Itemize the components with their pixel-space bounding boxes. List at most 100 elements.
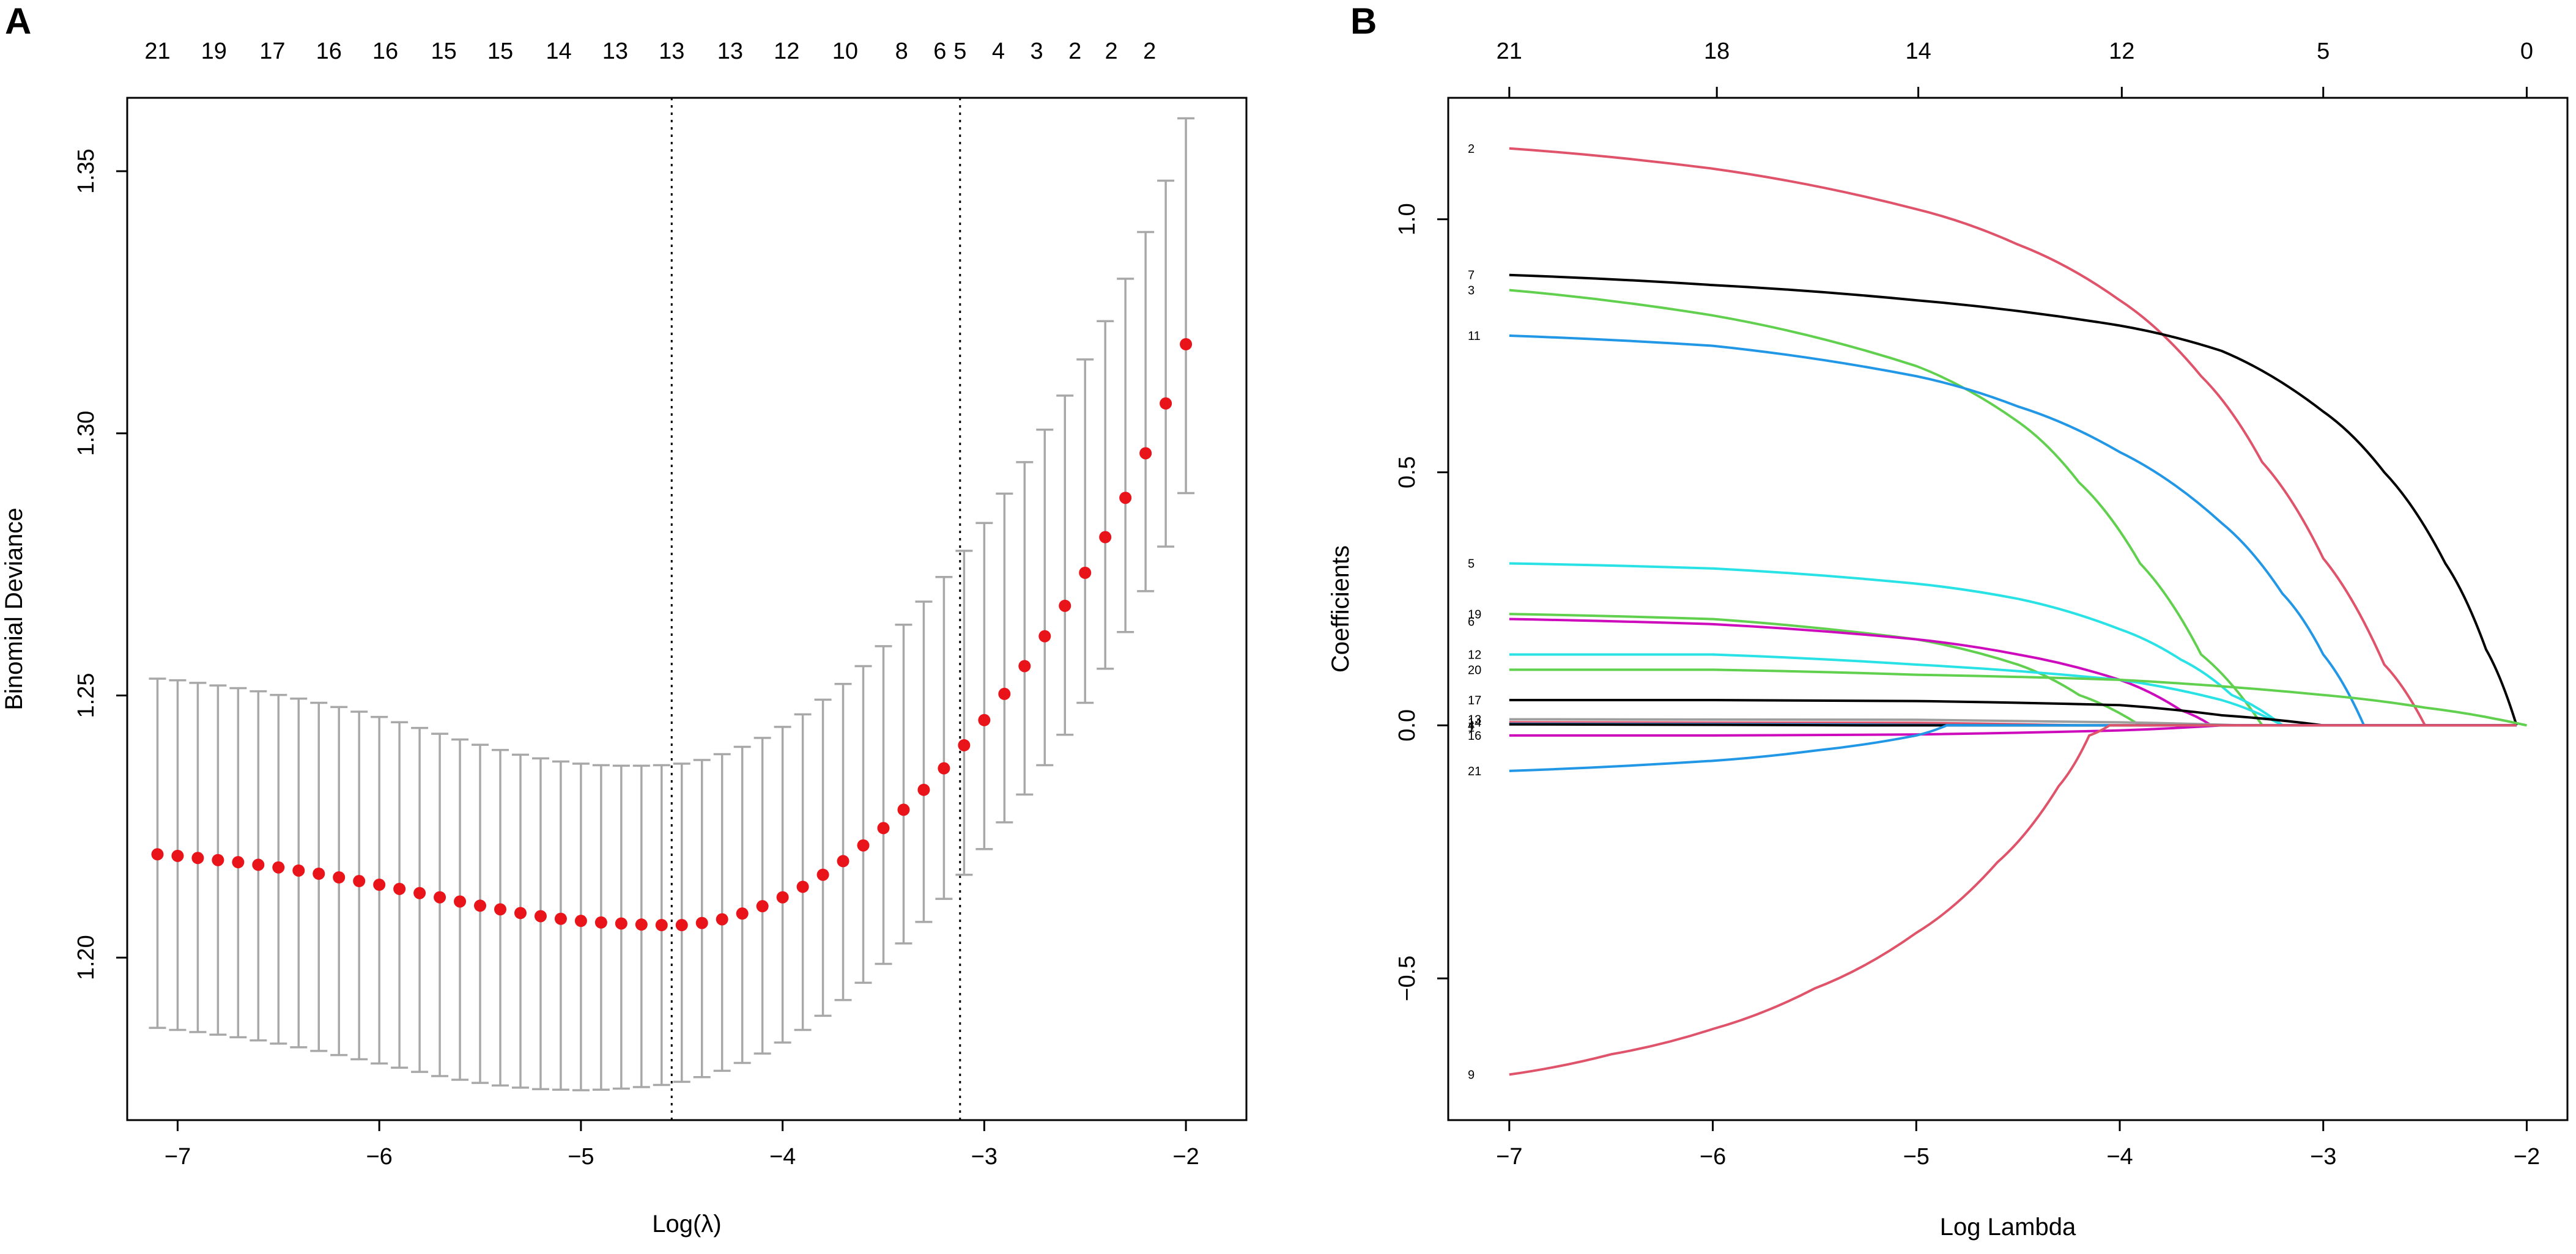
panel-a-point — [877, 822, 890, 835]
panel-a-top-count-label: 13 — [717, 39, 743, 64]
panel-a-top-count-label: 4 — [992, 39, 1005, 64]
panel-a-top-count-label: 8 — [895, 39, 908, 64]
panel-b-variable-label: 9 — [1468, 1069, 1475, 1082]
panel-b-y-tick-label: 0.0 — [1394, 709, 1420, 742]
panel-b-coef-path-12 — [1509, 653, 2517, 727]
panel-a-top-count-label: 14 — [546, 39, 571, 64]
panel-b-coef-path-16 — [1509, 724, 2517, 737]
panel-b-letter: B — [1350, 1, 1377, 42]
panel-b-variable-label: 17 — [1468, 694, 1481, 707]
panel-a-points — [151, 337, 1193, 932]
panel-a-point — [736, 907, 749, 920]
panel-a-point — [1018, 660, 1031, 673]
panel-a-point — [413, 887, 426, 899]
panel-b-y-axis: −0.5 0.0 0.5 1.0 — [1394, 203, 1448, 1001]
panel-a-top-count-label: 2 — [1143, 39, 1156, 64]
panel-a-top-count-label: 21 — [144, 39, 170, 64]
panel-a-top-count-label: 2 — [1105, 39, 1118, 64]
panel-a-point — [978, 714, 991, 726]
panel-a-x-tick-label: −6 — [366, 1144, 392, 1170]
panel-b-x-tick-label: −3 — [2310, 1144, 2336, 1170]
panel-a-point — [716, 913, 728, 926]
panel-a-y-axis: 1.20 1.25 1.30 1.35 — [73, 149, 127, 980]
panel-a-point — [1099, 531, 1112, 544]
panel-a-top-count-label: 13 — [659, 39, 684, 64]
panel-a-plot-frame — [126, 97, 1248, 1121]
panel-b-variable-label: 20 — [1468, 663, 1481, 677]
panel-b-coef-path-6 — [1509, 618, 2517, 727]
panel-a-point — [434, 891, 446, 904]
panel-b-x-tick-label: −4 — [2106, 1144, 2133, 1170]
panel-a-point — [695, 917, 708, 929]
panel-a-point — [373, 879, 386, 891]
panel-b-x-axis: −7 −6 −5 −4 −3 −2 — [1496, 1120, 2540, 1170]
panel-a-top-count-label: 2 — [1068, 39, 1081, 64]
panel-a-point — [938, 762, 950, 775]
panel-a-x-tick-label: −4 — [769, 1144, 796, 1170]
panel-a-point — [897, 803, 910, 816]
panel-b-x-axis-title: Log Lambda — [1940, 1214, 2076, 1241]
panel-b-top-count-label: 12 — [2109, 39, 2134, 64]
panel-a-point — [313, 868, 325, 880]
panel-b-variable-label: 14 — [1468, 716, 1481, 729]
panel-b-x-tick-label: −6 — [1700, 1144, 1726, 1170]
panel-a-point — [1180, 337, 1193, 350]
panel-b-variable-label: 13 — [1468, 713, 1481, 726]
panel-b-top-count-label: 14 — [1905, 39, 1931, 64]
panel-b-y-tick-label: 0.5 — [1394, 456, 1420, 489]
panel-b-variable-label: 12 — [1468, 648, 1481, 662]
panel-b-variable-label: 2 — [1468, 142, 1475, 156]
panel-a-point — [857, 839, 870, 852]
panel-a-top-count-label: 3 — [1031, 39, 1043, 64]
panel-a-top-count-label: 13 — [602, 39, 628, 64]
panel-a-x-axis-title: Log(λ) — [652, 1211, 721, 1237]
panel-b-x-tick-label: −7 — [1496, 1144, 1522, 1170]
panel-a-top-count-label: 6 — [933, 39, 946, 64]
panel-a-point — [232, 856, 245, 869]
panel-b-variable-label: 4 — [1468, 719, 1475, 732]
panel-b-plot-frame — [1447, 97, 2569, 1121]
panel-a-x-tick-label: −3 — [971, 1144, 997, 1170]
panel-a-point — [292, 864, 305, 877]
panel-a-y-axis-title: Binomial Deviance — [1, 507, 28, 710]
panel-a-y-tick-label: 1.25 — [73, 673, 99, 718]
panel-a-reference-lines — [670, 98, 961, 1120]
panel-a-point — [837, 855, 849, 868]
panel-b-variable-label: 3 — [1468, 284, 1475, 298]
panel-b-top-count-label: 0 — [2520, 39, 2533, 64]
panel-a-point — [494, 903, 506, 916]
panel-a-point — [272, 861, 285, 874]
panel-a-top-count-label: 17 — [259, 39, 285, 64]
panel-b-coef-path-20 — [1509, 668, 2527, 727]
panel-a-point — [474, 899, 487, 912]
panel-b-coefficient-paths — [1509, 147, 2527, 1076]
panel-a-point — [454, 895, 467, 908]
panel-a-point — [615, 917, 627, 930]
panel-b-top-count-label: 18 — [1704, 39, 1730, 64]
panel-a-point — [816, 868, 829, 881]
panel-b-y-tick-label: −0.5 — [1394, 956, 1420, 1001]
panel-b-variable-label: 1 — [1468, 721, 1475, 735]
panel-b-top-count-label: 5 — [2317, 39, 2330, 64]
panel-a-point — [796, 880, 809, 893]
panel-a-point — [151, 848, 164, 861]
panel-b-y-tick-label: 1.0 — [1394, 203, 1420, 235]
panel-b-coef-path-7 — [1509, 273, 2518, 726]
panel-a-point — [1139, 447, 1152, 460]
panel-a-point — [353, 875, 366, 888]
panel-b-variable-label: 7 — [1468, 269, 1475, 282]
panel-a-top-count-label: 15 — [487, 39, 513, 64]
panel-a-point — [1079, 566, 1092, 579]
panel-a-point — [917, 783, 930, 796]
panel-a-top-count-label: 10 — [832, 39, 858, 64]
panel-a-point — [675, 919, 688, 932]
panel-a-top-count-label: 15 — [431, 39, 457, 64]
panel-a-point — [655, 919, 668, 932]
panel-b-x-tick-label: −2 — [2514, 1144, 2540, 1170]
panel-a-x-tick-label: −2 — [1172, 1144, 1199, 1170]
panel-b-variable-label: 5 — [1468, 558, 1475, 571]
panel-a-letter: A — [5, 1, 31, 42]
